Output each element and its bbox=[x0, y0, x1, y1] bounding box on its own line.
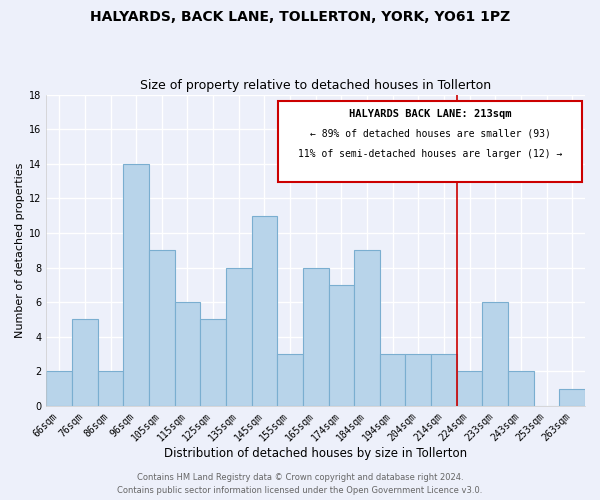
Bar bbox=[354, 250, 380, 406]
Bar bbox=[46, 372, 72, 406]
Bar bbox=[149, 250, 175, 406]
Text: HALYARDS, BACK LANE, TOLLERTON, YORK, YO61 1PZ: HALYARDS, BACK LANE, TOLLERTON, YORK, YO… bbox=[90, 10, 510, 24]
Bar bbox=[559, 388, 585, 406]
Bar bbox=[98, 372, 124, 406]
Bar bbox=[251, 216, 277, 406]
Text: 11% of semi-detached houses are larger (12) →: 11% of semi-detached houses are larger (… bbox=[298, 149, 562, 159]
Bar bbox=[482, 302, 508, 406]
Bar bbox=[175, 302, 200, 406]
FancyBboxPatch shape bbox=[278, 101, 583, 182]
Bar bbox=[124, 164, 149, 406]
Y-axis label: Number of detached properties: Number of detached properties bbox=[15, 162, 25, 338]
Text: HALYARDS BACK LANE: 213sqm: HALYARDS BACK LANE: 213sqm bbox=[349, 108, 511, 118]
Bar bbox=[508, 372, 534, 406]
Bar bbox=[200, 320, 226, 406]
Title: Size of property relative to detached houses in Tollerton: Size of property relative to detached ho… bbox=[140, 79, 491, 92]
Bar bbox=[72, 320, 98, 406]
Bar bbox=[380, 354, 406, 406]
Bar bbox=[303, 268, 329, 406]
Bar bbox=[406, 354, 431, 406]
Text: Contains HM Land Registry data © Crown copyright and database right 2024.
Contai: Contains HM Land Registry data © Crown c… bbox=[118, 473, 482, 495]
Bar bbox=[226, 268, 251, 406]
Bar bbox=[431, 354, 457, 406]
X-axis label: Distribution of detached houses by size in Tollerton: Distribution of detached houses by size … bbox=[164, 447, 467, 460]
Bar bbox=[277, 354, 303, 406]
Bar bbox=[329, 285, 354, 406]
Bar bbox=[457, 372, 482, 406]
Text: ← 89% of detached houses are smaller (93): ← 89% of detached houses are smaller (93… bbox=[310, 129, 551, 139]
